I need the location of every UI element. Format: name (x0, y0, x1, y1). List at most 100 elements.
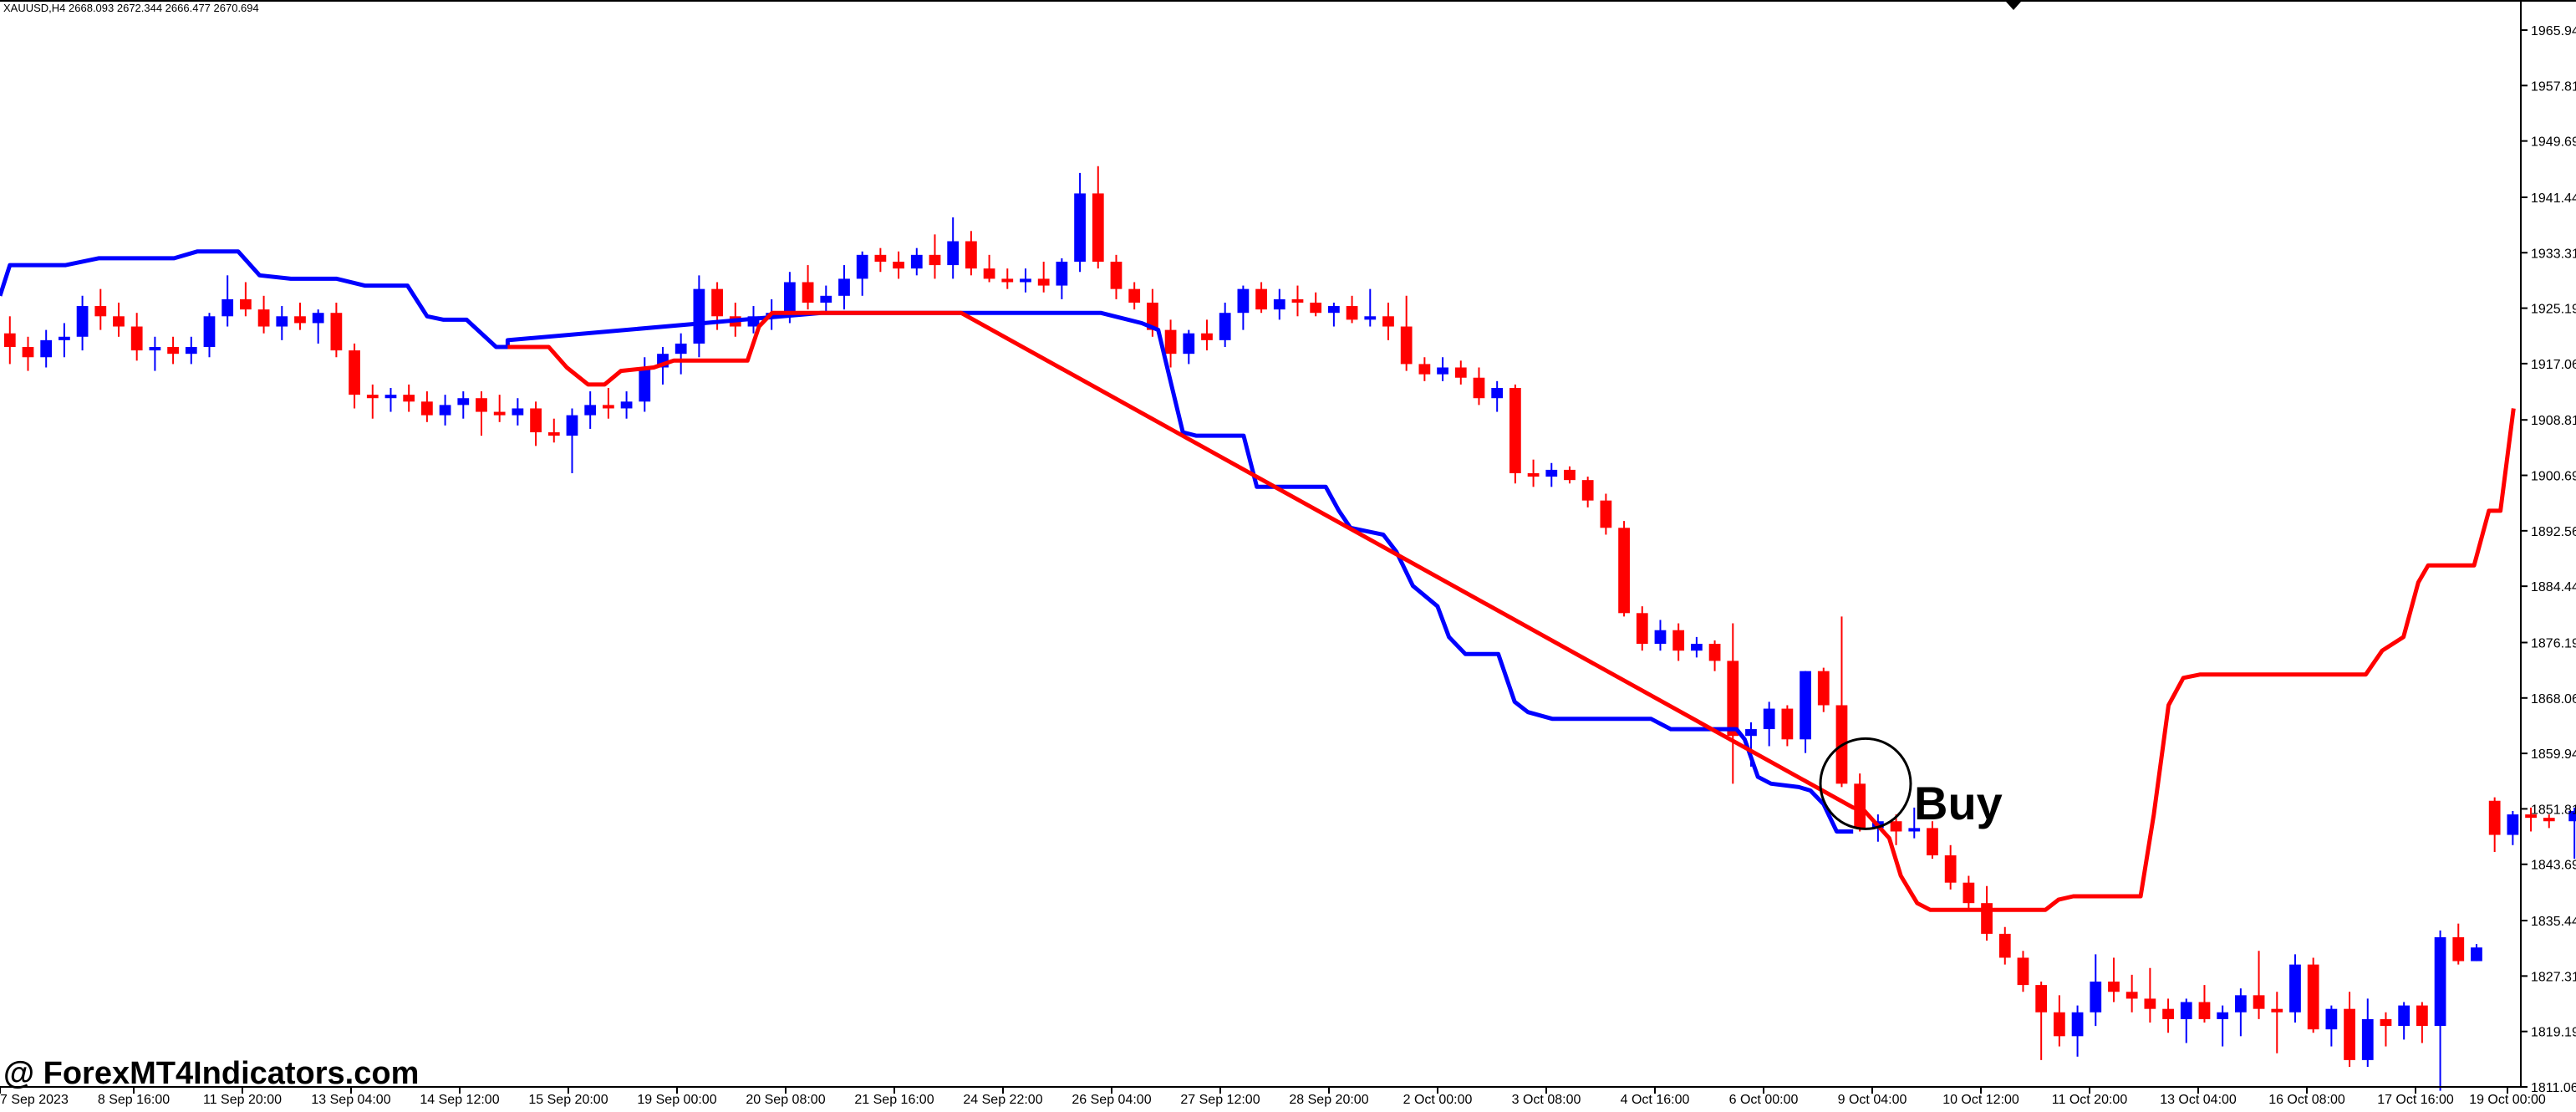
candle-body (2543, 818, 2555, 822)
candle-body (2380, 1018, 2392, 1027)
upper-indicator-line (0, 249, 1854, 834)
candle-body (1056, 261, 1068, 286)
candle-body (947, 241, 960, 266)
x-tick-label: 19 Oct 00:00 (2469, 1093, 2546, 1107)
candle-body (1727, 661, 1739, 737)
candle-body (1600, 500, 1612, 528)
x-tick-label: 15 Sep 20:00 (528, 1093, 608, 1107)
candle-body (257, 309, 270, 327)
candle-body (2568, 810, 2576, 822)
candle-body (1454, 367, 1467, 378)
candle-body (1092, 193, 1104, 262)
candle-body (59, 336, 70, 340)
candle-body (2180, 1002, 2192, 1019)
x-tick-label: 7 Sep 2023 (0, 1093, 69, 1107)
candle-body (1745, 729, 1757, 737)
candle-body (910, 254, 923, 269)
x-tick-label: 4 Oct 16:00 (1621, 1093, 1690, 1107)
candle-body (2234, 995, 2247, 1013)
candle-body (1800, 671, 1811, 740)
candle-body (2434, 936, 2446, 1027)
candle-body (1255, 288, 1267, 310)
candle-body (2053, 1012, 2065, 1037)
x-tick-label: 11 Sep 20:00 (203, 1093, 282, 1107)
candle-body (130, 326, 143, 351)
candle-body (2017, 957, 2029, 986)
candle-body (566, 415, 578, 436)
candle-body (3, 333, 16, 348)
candle-body (366, 395, 379, 399)
candle-body (2488, 800, 2501, 835)
candle-body (603, 405, 614, 409)
candle-body (1998, 933, 2011, 958)
candle-body (693, 288, 705, 344)
x-tick-label: 26 Sep 04:00 (1072, 1093, 1151, 1107)
candle-body (1854, 783, 1866, 829)
y-tick-label: 1835.440 (2531, 915, 2576, 929)
candle-body (2361, 1018, 2374, 1060)
candle-body (1382, 316, 1394, 327)
candle-body (1618, 528, 1630, 614)
candle-body (1237, 288, 1250, 314)
candle-body (403, 395, 415, 402)
y-tick-label: 1851.815 (2531, 803, 2576, 817)
candle-body (421, 401, 433, 416)
candle-body (1708, 644, 1721, 661)
candle-body (1327, 306, 1340, 314)
candle-body (1564, 469, 1576, 481)
x-tick-label: 6 Oct 00:00 (1729, 1093, 1799, 1107)
x-tick-label: 9 Oct 04:00 (1838, 1093, 1907, 1107)
candle-body (1781, 708, 1794, 740)
candle-body (1509, 387, 1521, 474)
y-tick-label: 1965.940 (2531, 24, 2576, 38)
x-tick-label: 13 Oct 04:00 (2160, 1093, 2237, 1107)
x-tick-label: 10 Oct 12:00 (1942, 1093, 2019, 1107)
candle-body (1437, 367, 1448, 375)
candle-body (1183, 333, 1195, 355)
buy-signal-label: Buy (1914, 777, 2003, 829)
candle-body (240, 298, 252, 310)
candle-body (1310, 302, 1322, 314)
candle-body (2471, 947, 2482, 962)
y-tick-label: 1925.190 (2531, 303, 2576, 317)
candle-body (276, 316, 288, 327)
candle-body (2108, 982, 2120, 992)
overlay (1819, 737, 1912, 830)
candle-body (493, 411, 506, 416)
candle-body (929, 254, 941, 266)
candle-body (584, 405, 597, 416)
x-tick-label: 11 Oct 20:00 (2052, 1093, 2128, 1107)
candle-body (294, 316, 306, 324)
x-tick-label: 3 Oct 08:00 (1512, 1093, 1581, 1107)
candle-body (2125, 992, 2138, 999)
candle-body (1491, 387, 1504, 399)
candle-body (2325, 1008, 2338, 1030)
candle-body (1927, 828, 1938, 856)
candle-body (1545, 469, 1558, 477)
candle-body (167, 347, 179, 355)
x-tick-label: 28 Sep 20:00 (1289, 1093, 1368, 1107)
x-tick-label: 19 Sep 00:00 (637, 1093, 716, 1107)
candle-body (2217, 1012, 2229, 1019)
x-tick-label: 16 Oct 08:00 (2268, 1093, 2345, 1107)
y-tick-label: 1811.065 (2531, 1081, 2576, 1095)
candle-body (2090, 982, 2102, 1013)
candle-body (2253, 995, 2265, 1009)
candle-body (2452, 936, 2465, 962)
candle-body (2398, 1005, 2411, 1027)
candle-body (76, 306, 89, 337)
candle-body (2416, 1005, 2428, 1027)
y-tick-label: 1876.190 (2531, 636, 2576, 650)
candle-body (40, 339, 53, 358)
chart-shift-marker (2006, 2, 2021, 10)
candle-body (22, 347, 34, 358)
candle-body (185, 347, 197, 355)
candle-body (711, 288, 723, 317)
candle-body (838, 278, 850, 296)
candle-body (983, 268, 995, 279)
candle-body (1636, 613, 1648, 645)
candle-body (476, 398, 487, 412)
y-tick-label: 1957.815 (2531, 79, 2576, 94)
candle-body (1020, 278, 1031, 283)
